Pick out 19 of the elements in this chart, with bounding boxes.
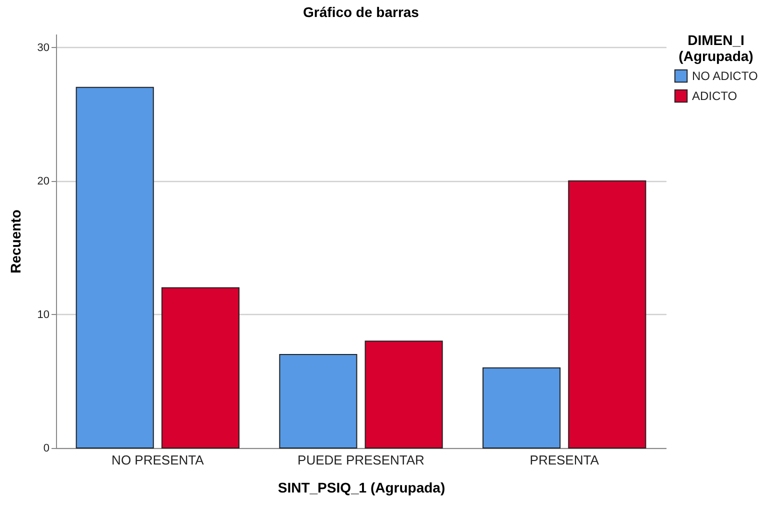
legend-title: DIMEN_I (Agrupada) (678, 32, 754, 64)
y-tick-label: 30 (37, 42, 50, 54)
y-tick-label: 20 (37, 175, 50, 188)
bar (279, 354, 358, 448)
legend-label: NO ADICTO (692, 69, 758, 83)
x-tick-label: PUEDE PRESENTAR (298, 452, 424, 468)
x-axis-title: SINT_PSIQ_1 (Agrupada) (278, 480, 446, 496)
x-tick-label: PRESENTA (530, 452, 600, 468)
bar (482, 367, 561, 448)
bar (76, 86, 154, 448)
y-axis-title: Recuento (7, 210, 24, 274)
bar (568, 180, 646, 448)
y-tick-label: 0 (43, 442, 50, 454)
legend-label: ADICTO (692, 89, 738, 103)
bar (364, 340, 443, 448)
y-tick-label: 10 (37, 308, 50, 321)
bar (161, 287, 240, 448)
chart-title: Gráfico de barras (303, 4, 420, 20)
x-tick-label: NO PRESENTA (112, 452, 204, 468)
